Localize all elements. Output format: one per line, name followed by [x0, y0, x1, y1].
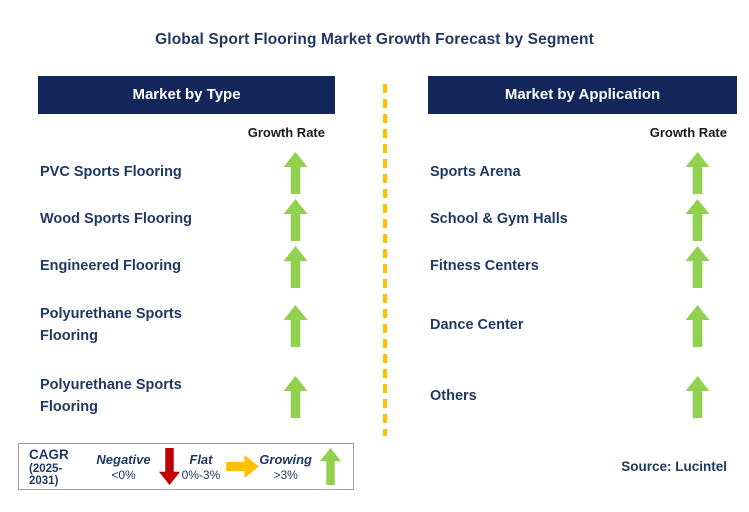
legend-entry-range: >3%	[273, 467, 298, 482]
legend-entry: Flat 0%-3%	[182, 452, 260, 482]
segment-row: Sports Arena	[428, 149, 737, 196]
column-header-application: Market by Application	[428, 76, 737, 114]
growth-arrow-cell	[657, 151, 737, 194]
segment-label: Others	[430, 387, 477, 404]
segment-label: School & Gym Halls	[430, 210, 568, 227]
legend-entry-label: Growing	[259, 451, 312, 467]
legend-entry-text: Growing >3%	[259, 452, 312, 482]
legend-entry-label: Flat	[189, 451, 213, 467]
growth-arrow-cell	[255, 304, 335, 347]
legend-entry-label: Negative	[96, 451, 151, 467]
trend-up-arrow	[685, 151, 709, 194]
segment-row: Dance Center	[428, 290, 737, 361]
cagr-legend: CAGR (2025-2031) Negative <0% Flat 0%-3%…	[18, 443, 354, 490]
legend-entry-text: Negative <0%	[96, 452, 150, 482]
column-divider	[383, 84, 387, 436]
segment-label: Fitness Centers	[430, 257, 539, 274]
source-text: Source: Lucintel	[621, 459, 727, 474]
segment-row: PVC Sports Flooring	[38, 149, 335, 196]
legend-period: (2025-2031)	[29, 462, 63, 487]
trend-up-arrow	[283, 245, 307, 288]
trend-up-arrow	[685, 375, 709, 418]
legend-entry: Negative <0%	[96, 448, 181, 485]
growth-arrow-cell	[657, 198, 737, 241]
growth-rate-label: Growth Rate	[247, 125, 325, 140]
segment-label: Polyurethane Sports Flooring	[40, 377, 182, 415]
trend-up-arrow	[283, 304, 307, 347]
segment-row: Wood Sports Flooring	[38, 196, 335, 243]
trend-down-arrow	[158, 448, 180, 485]
legend-entry: Growing >3%	[259, 448, 343, 485]
growth-arrow-cell	[255, 375, 335, 418]
segment-row: Fitness Centers	[428, 243, 737, 290]
segment-label: Polyurethane Sports Flooring	[40, 306, 182, 344]
application-rows: Sports Arena School & Gym Halls Fitness …	[428, 149, 737, 432]
segment-label: Engineered Flooring	[40, 257, 181, 274]
segment-row: Engineered Flooring	[38, 243, 335, 290]
growth-rate-label: Growth Rate	[649, 125, 727, 140]
legend-entry-text: Flat 0%-3%	[182, 452, 221, 482]
growth-arrow-cell	[255, 245, 335, 288]
legend-entry-range: 0%-3%	[181, 467, 221, 482]
column-market-by-application: Market by Application Growth Rate Sports…	[428, 76, 737, 432]
trend-up-arrow	[685, 198, 709, 241]
growth-arrow-cell	[657, 245, 737, 288]
segment-label: PVC Sports Flooring	[40, 163, 182, 180]
segment-row: Others	[428, 361, 737, 432]
legend-entries: Negative <0% Flat 0%-3% Growing >3%	[96, 448, 343, 485]
trend-up-arrow	[283, 198, 307, 241]
segment-label: Dance Center	[430, 316, 524, 333]
column-market-by-type: Market by Type Growth Rate PVC Sports Fl…	[38, 76, 335, 432]
legend-head: CAGR (2025-2031)	[29, 447, 88, 487]
trend-up-arrow	[685, 304, 709, 347]
trend-up-arrow	[319, 448, 342, 485]
segment-row: Polyurethane Sports Flooring	[38, 361, 335, 432]
trend-right-arrow	[226, 455, 260, 478]
legend-entry-range: <0%	[111, 467, 136, 482]
page-title: Global Sport Flooring Market Growth Fore…	[155, 31, 594, 48]
legend-title: CAGR	[29, 446, 69, 462]
trend-up-arrow	[685, 245, 709, 288]
segment-label: Sports Arena	[430, 163, 521, 180]
segment-label: Wood Sports Flooring	[40, 210, 192, 227]
legend-arrow-cell	[157, 448, 182, 485]
trend-up-arrow	[283, 375, 307, 418]
column-header-type: Market by Type	[38, 76, 335, 114]
legend-arrow-cell	[318, 448, 343, 485]
segment-row: School & Gym Halls	[428, 196, 737, 243]
growth-arrow-cell	[657, 304, 737, 347]
growth-arrow-cell	[255, 151, 335, 194]
segment-row: Polyurethane Sports Flooring	[38, 290, 335, 361]
growth-arrow-cell	[657, 375, 737, 418]
trend-up-arrow	[283, 151, 307, 194]
growth-arrow-cell	[255, 198, 335, 241]
legend-arrow-cell	[226, 455, 260, 478]
type-rows: PVC Sports Flooring Wood Sports Flooring…	[38, 149, 335, 432]
